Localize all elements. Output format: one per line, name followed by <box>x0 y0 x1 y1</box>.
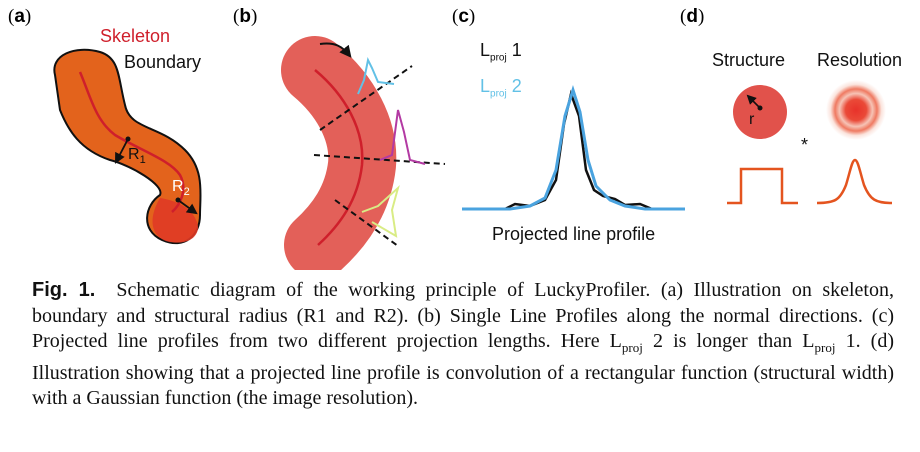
structure-disk <box>733 85 787 139</box>
projected-line-profile-label: Projected line profile <box>492 224 656 244</box>
resolution-label: Resolution <box>817 50 903 70</box>
caption-fig-label: Fig. 1. <box>32 279 96 301</box>
caption-sub-1: proj <box>621 340 643 355</box>
r2-label: R2 <box>172 178 190 199</box>
panel-c-profiles <box>462 84 685 211</box>
caption-sub-2: proj <box>814 340 836 355</box>
resolution-spot <box>826 80 886 140</box>
rect-function <box>727 167 798 205</box>
profile-lproj2 <box>462 84 685 211</box>
panel-d-graphics <box>727 80 893 205</box>
gaussian-function <box>816 158 893 205</box>
panel-label-b: (b) <box>233 6 258 27</box>
profile-lproj1 <box>462 89 685 211</box>
radius-label: r <box>749 111 755 128</box>
lproj2-label: Lproj 2 <box>480 76 522 100</box>
caption-text-2: 2 is longer than L <box>642 330 815 352</box>
skeleton-label: Skeleton <box>100 26 171 46</box>
r1-label: R1 <box>128 146 146 167</box>
caption-text: Schematic diagram of the working princip… <box>32 279 894 352</box>
skeleton-line <box>78 71 185 213</box>
panel-b-shape <box>281 36 446 270</box>
figure-caption: Fig. 1. Schematic diagram of the working… <box>32 278 894 412</box>
figure-graphics <box>53 36 893 270</box>
convolution-symbol: * <box>801 135 809 155</box>
panel-label-c: (c) <box>452 6 476 27</box>
panel-label-d: (d) <box>680 6 705 27</box>
panel-label-a: (a) <box>8 6 32 27</box>
lproj1-label: Lproj 1 <box>480 40 522 64</box>
panel-a-shape <box>53 48 202 245</box>
structure-label: Structure <box>712 50 786 70</box>
boundary-label: Boundary <box>124 52 202 72</box>
caption-text-3: 1. (d) Illustration showing that a proje… <box>32 330 894 409</box>
